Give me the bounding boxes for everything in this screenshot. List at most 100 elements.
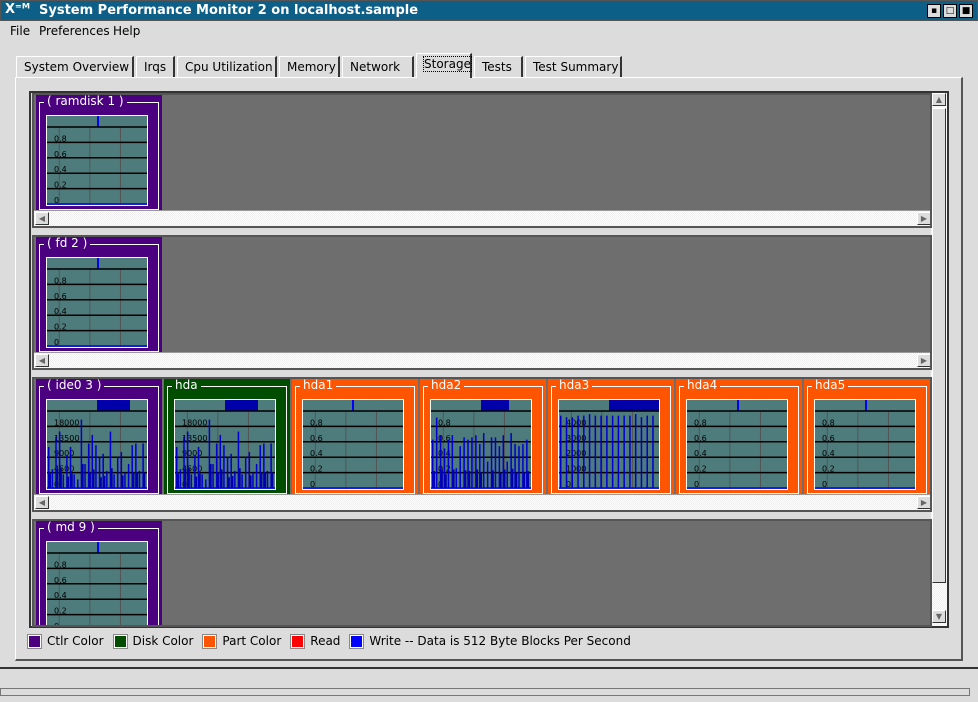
plot-background <box>302 399 404 490</box>
vertical-scrollbar[interactable]: ▲ ▼ <box>931 93 947 626</box>
device-chart: 00.20.40.60.8 <box>302 399 404 490</box>
write-bar <box>623 415 625 488</box>
write-bar <box>464 470 467 488</box>
horizontal-scrollbar[interactable]: ◀ ▶ <box>34 210 930 226</box>
write-bar <box>652 415 654 488</box>
y-tick-label: 4000 <box>566 418 586 427</box>
tab-tests[interactable]: Tests <box>474 56 523 77</box>
tab-storage[interactable]: Storage <box>416 53 472 78</box>
scroll-right-arrow-icon[interactable]: ▶ <box>917 212 930 225</box>
y-tick-label: 0.6 <box>54 150 67 159</box>
horizontal-scrollbar[interactable]: ◀ ▶ <box>34 494 930 510</box>
menu-bar: File Preferences Help <box>0 21 978 41</box>
y-tick-label: 9000 <box>182 449 202 458</box>
legend: Ctlr Color Disk Color Part Color Read Write … <box>27 633 641 649</box>
scroll-right-arrow-icon[interactable]: ▶ <box>917 496 930 509</box>
color-swatch-button[interactable] <box>112 633 128 649</box>
y-tick-label: 0.8 <box>54 134 67 143</box>
color-swatch-button[interactable] <box>290 633 306 649</box>
activity-meter <box>225 400 258 411</box>
scroll-up-arrow-icon[interactable]: ▲ <box>932 93 946 106</box>
tab-label: Test Summary <box>533 60 619 74</box>
write-bar <box>248 452 251 488</box>
scroll-left-arrow-icon[interactable]: ◀ <box>35 354 49 367</box>
menu-preferences[interactable]: Preferences <box>39 24 110 38</box>
write-bar <box>103 476 106 488</box>
device-chart: 00.20.40.60.8 <box>430 399 532 490</box>
tab-label: Tests <box>482 60 512 74</box>
tab-irqs[interactable]: Irqs <box>136 56 175 77</box>
scroll-down-arrow-icon[interactable]: ▼ <box>932 610 946 623</box>
write-bar <box>106 470 108 488</box>
y-tick-label: 0.4 <box>310 449 323 458</box>
scroll-left-arrow-icon[interactable]: ◀ <box>35 496 49 509</box>
plot-background <box>814 399 916 490</box>
storage-scroll-area: ▲ ▼ ( ramdisk 1 ) 0 0.2 0.4 0.6 0.8 ◀ ▶( fd 2 )… <box>29 91 949 628</box>
device-widget[interactable]: ( ide0 3 )0450090001350018000 <box>36 379 162 496</box>
y-tick-label: 0.6 <box>310 434 323 443</box>
menu-file[interactable]: File <box>10 24 31 38</box>
menu-help[interactable]: Help <box>113 24 141 38</box>
write-bar <box>201 474 203 488</box>
legend-item: Write -- Data is 512 Byte Blocks Per Sec… <box>349 633 631 649</box>
write-bar <box>499 473 502 488</box>
write-bar <box>55 436 57 488</box>
tab-cpu-utilization[interactable]: Cpu Utilization <box>177 56 277 77</box>
write-bar <box>463 437 465 488</box>
tab-test-summary[interactable]: Test Summary <box>525 56 622 77</box>
tab-label: Network <box>350 60 401 74</box>
minimize-button[interactable]: ▪ <box>927 4 941 18</box>
device-widget[interactable]: ( fd 2 ) 0 0.2 0.4 0.6 0.8 <box>36 237 162 354</box>
write-bar <box>452 469 455 488</box>
y-tick-label: 0.2 <box>54 323 67 332</box>
tab-system-overview[interactable]: System Overview <box>16 56 134 77</box>
write-bar <box>131 445 133 488</box>
device-widget[interactable]: ( md 9 ) 0 0.2 0.4 0.6 0.8 <box>36 521 162 625</box>
write-bar <box>227 477 230 488</box>
y-tick-label: 0.6 <box>822 434 835 443</box>
y-tick-label: 0 <box>822 480 827 489</box>
tab-memory[interactable]: Memory <box>279 56 340 77</box>
maximize-button[interactable]: □ <box>943 4 957 18</box>
device-chart: 00.20.40.60.8 <box>46 541 148 625</box>
scroll-right-arrow-icon[interactable]: ▶ <box>917 354 930 367</box>
write-bar <box>176 446 178 488</box>
device-widget[interactable]: hda0450090001350018000 <box>164 379 290 496</box>
write-bar <box>270 443 272 488</box>
write-bar <box>617 415 620 488</box>
write-bar <box>503 469 506 488</box>
write-bar <box>238 468 241 488</box>
write-bar <box>219 434 222 488</box>
y-tick-label: 0 <box>310 480 315 489</box>
device-widget[interactable]: hda3 0 1000 2000 3000 4000 <box>548 379 674 496</box>
color-swatch-button[interactable] <box>27 633 42 649</box>
tab-label: Storage <box>423 56 472 72</box>
device-widget[interactable]: hda1 0 0.2 0.4 0.6 0.8 <box>292 379 418 496</box>
legend-item: Ctlr Color <box>27 633 104 649</box>
horizontal-scrollbar[interactable]: ◀ ▶ <box>34 352 930 368</box>
device-widget[interactable]: hda200.20.40.60.8 <box>420 379 546 496</box>
write-bar <box>600 415 602 488</box>
write-bar <box>183 436 185 488</box>
y-tick-label: 4500 <box>182 465 202 474</box>
color-swatch-button[interactable] <box>202 633 218 649</box>
write-bar <box>67 476 70 488</box>
activity-meter <box>97 400 130 411</box>
write-bar <box>110 468 113 488</box>
widget-frame <box>423 386 543 494</box>
device-widget[interactable]: hda4 0 0.2 0.4 0.6 0.8 <box>676 379 802 496</box>
tab-network[interactable]: Network <box>342 56 414 77</box>
write-bar <box>490 437 493 488</box>
write-bar <box>231 476 234 488</box>
close-button[interactable]: ■ <box>959 4 973 18</box>
write-bar <box>455 468 458 488</box>
write-bar <box>177 473 179 488</box>
device-widget[interactable]: hda5 0 0.2 0.4 0.6 0.8 <box>804 379 930 496</box>
x-app-icon[interactable]: X⁼ᴹ <box>5 2 31 17</box>
device-name: ( ide0 3 ) <box>44 379 105 392</box>
device-widget[interactable]: ( ramdisk 1 ) 0 0.2 0.4 0.6 0.8 <box>36 95 162 212</box>
scrollbar-thumb[interactable] <box>932 108 946 583</box>
y-tick-label: 18000 <box>54 418 79 427</box>
color-swatch-button[interactable] <box>349 633 365 649</box>
scroll-left-arrow-icon[interactable]: ◀ <box>35 212 49 225</box>
